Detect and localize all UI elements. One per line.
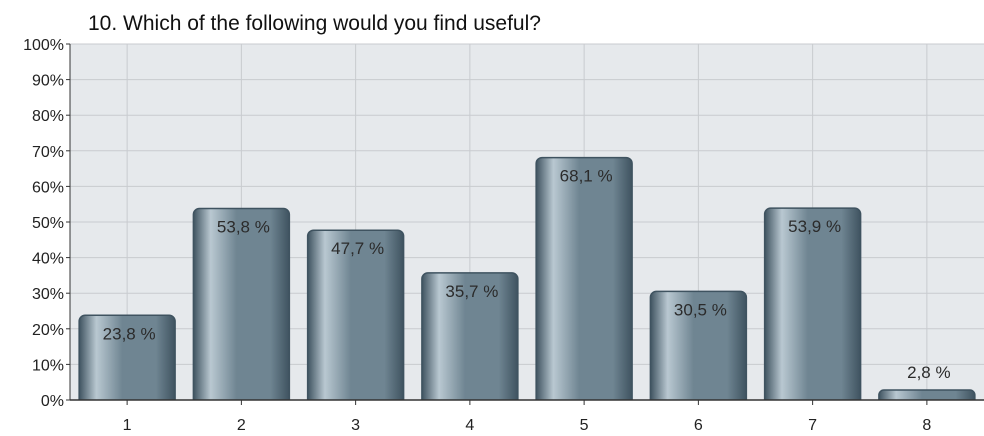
y-tick-label: 70% bbox=[32, 144, 64, 161]
x-tick-label-6: 6 bbox=[694, 417, 703, 434]
data-label-3: 47,7 % bbox=[331, 239, 384, 258]
x-tick-label-3: 3 bbox=[351, 417, 360, 434]
data-label-4: 35,7 % bbox=[445, 282, 498, 301]
y-tick-label: 100% bbox=[23, 37, 64, 54]
y-tick-label: 80% bbox=[32, 108, 64, 125]
data-label-7: 53,9 % bbox=[788, 217, 841, 236]
y-tick-label: 10% bbox=[32, 357, 64, 374]
bar-5 bbox=[535, 156, 633, 407]
y-tick-label: 30% bbox=[32, 286, 64, 303]
bars bbox=[70, 156, 984, 420]
bar-7 bbox=[763, 207, 862, 407]
y-tick-label: 40% bbox=[32, 251, 64, 268]
x-tick-label-2: 2 bbox=[237, 417, 246, 434]
y-tick-label: 60% bbox=[32, 179, 64, 196]
data-label-8: 2,8 % bbox=[907, 363, 950, 382]
data-labels: 23,8 % 53,8 % 47,7 % 35,7 % 68,1 % 30,5 % 53,9… bbox=[103, 167, 951, 382]
x-tick-label-8: 8 bbox=[922, 417, 931, 434]
x-tick-label-4: 4 bbox=[465, 417, 474, 434]
x-tick-label-7: 7 bbox=[808, 417, 817, 434]
y-tick-label: 50% bbox=[32, 215, 64, 232]
bar-2 bbox=[192, 207, 291, 407]
axis-mask bbox=[70, 400, 984, 420]
data-label-6: 30,5 % bbox=[674, 300, 727, 319]
data-label-1: 23,8 % bbox=[103, 324, 156, 343]
x-axis-ticks: 1 2 3 4 5 6 7 8 bbox=[123, 400, 931, 434]
y-axis-ticks: 0% 10% 20% 30% 40% 50% 60% 70% 80% 90% 100% bbox=[23, 37, 70, 410]
x-tick-label-5: 5 bbox=[580, 417, 589, 434]
chart-title: 10. Which of the following would you fin… bbox=[88, 12, 541, 35]
y-tick-label: 90% bbox=[32, 73, 64, 90]
data-label-5: 68,1 % bbox=[560, 167, 613, 186]
y-tick-label: 20% bbox=[32, 322, 64, 339]
x-tick-label-1: 1 bbox=[123, 417, 132, 434]
data-label-2: 53,8 % bbox=[217, 217, 270, 236]
y-tick-label: 0% bbox=[41, 393, 64, 410]
